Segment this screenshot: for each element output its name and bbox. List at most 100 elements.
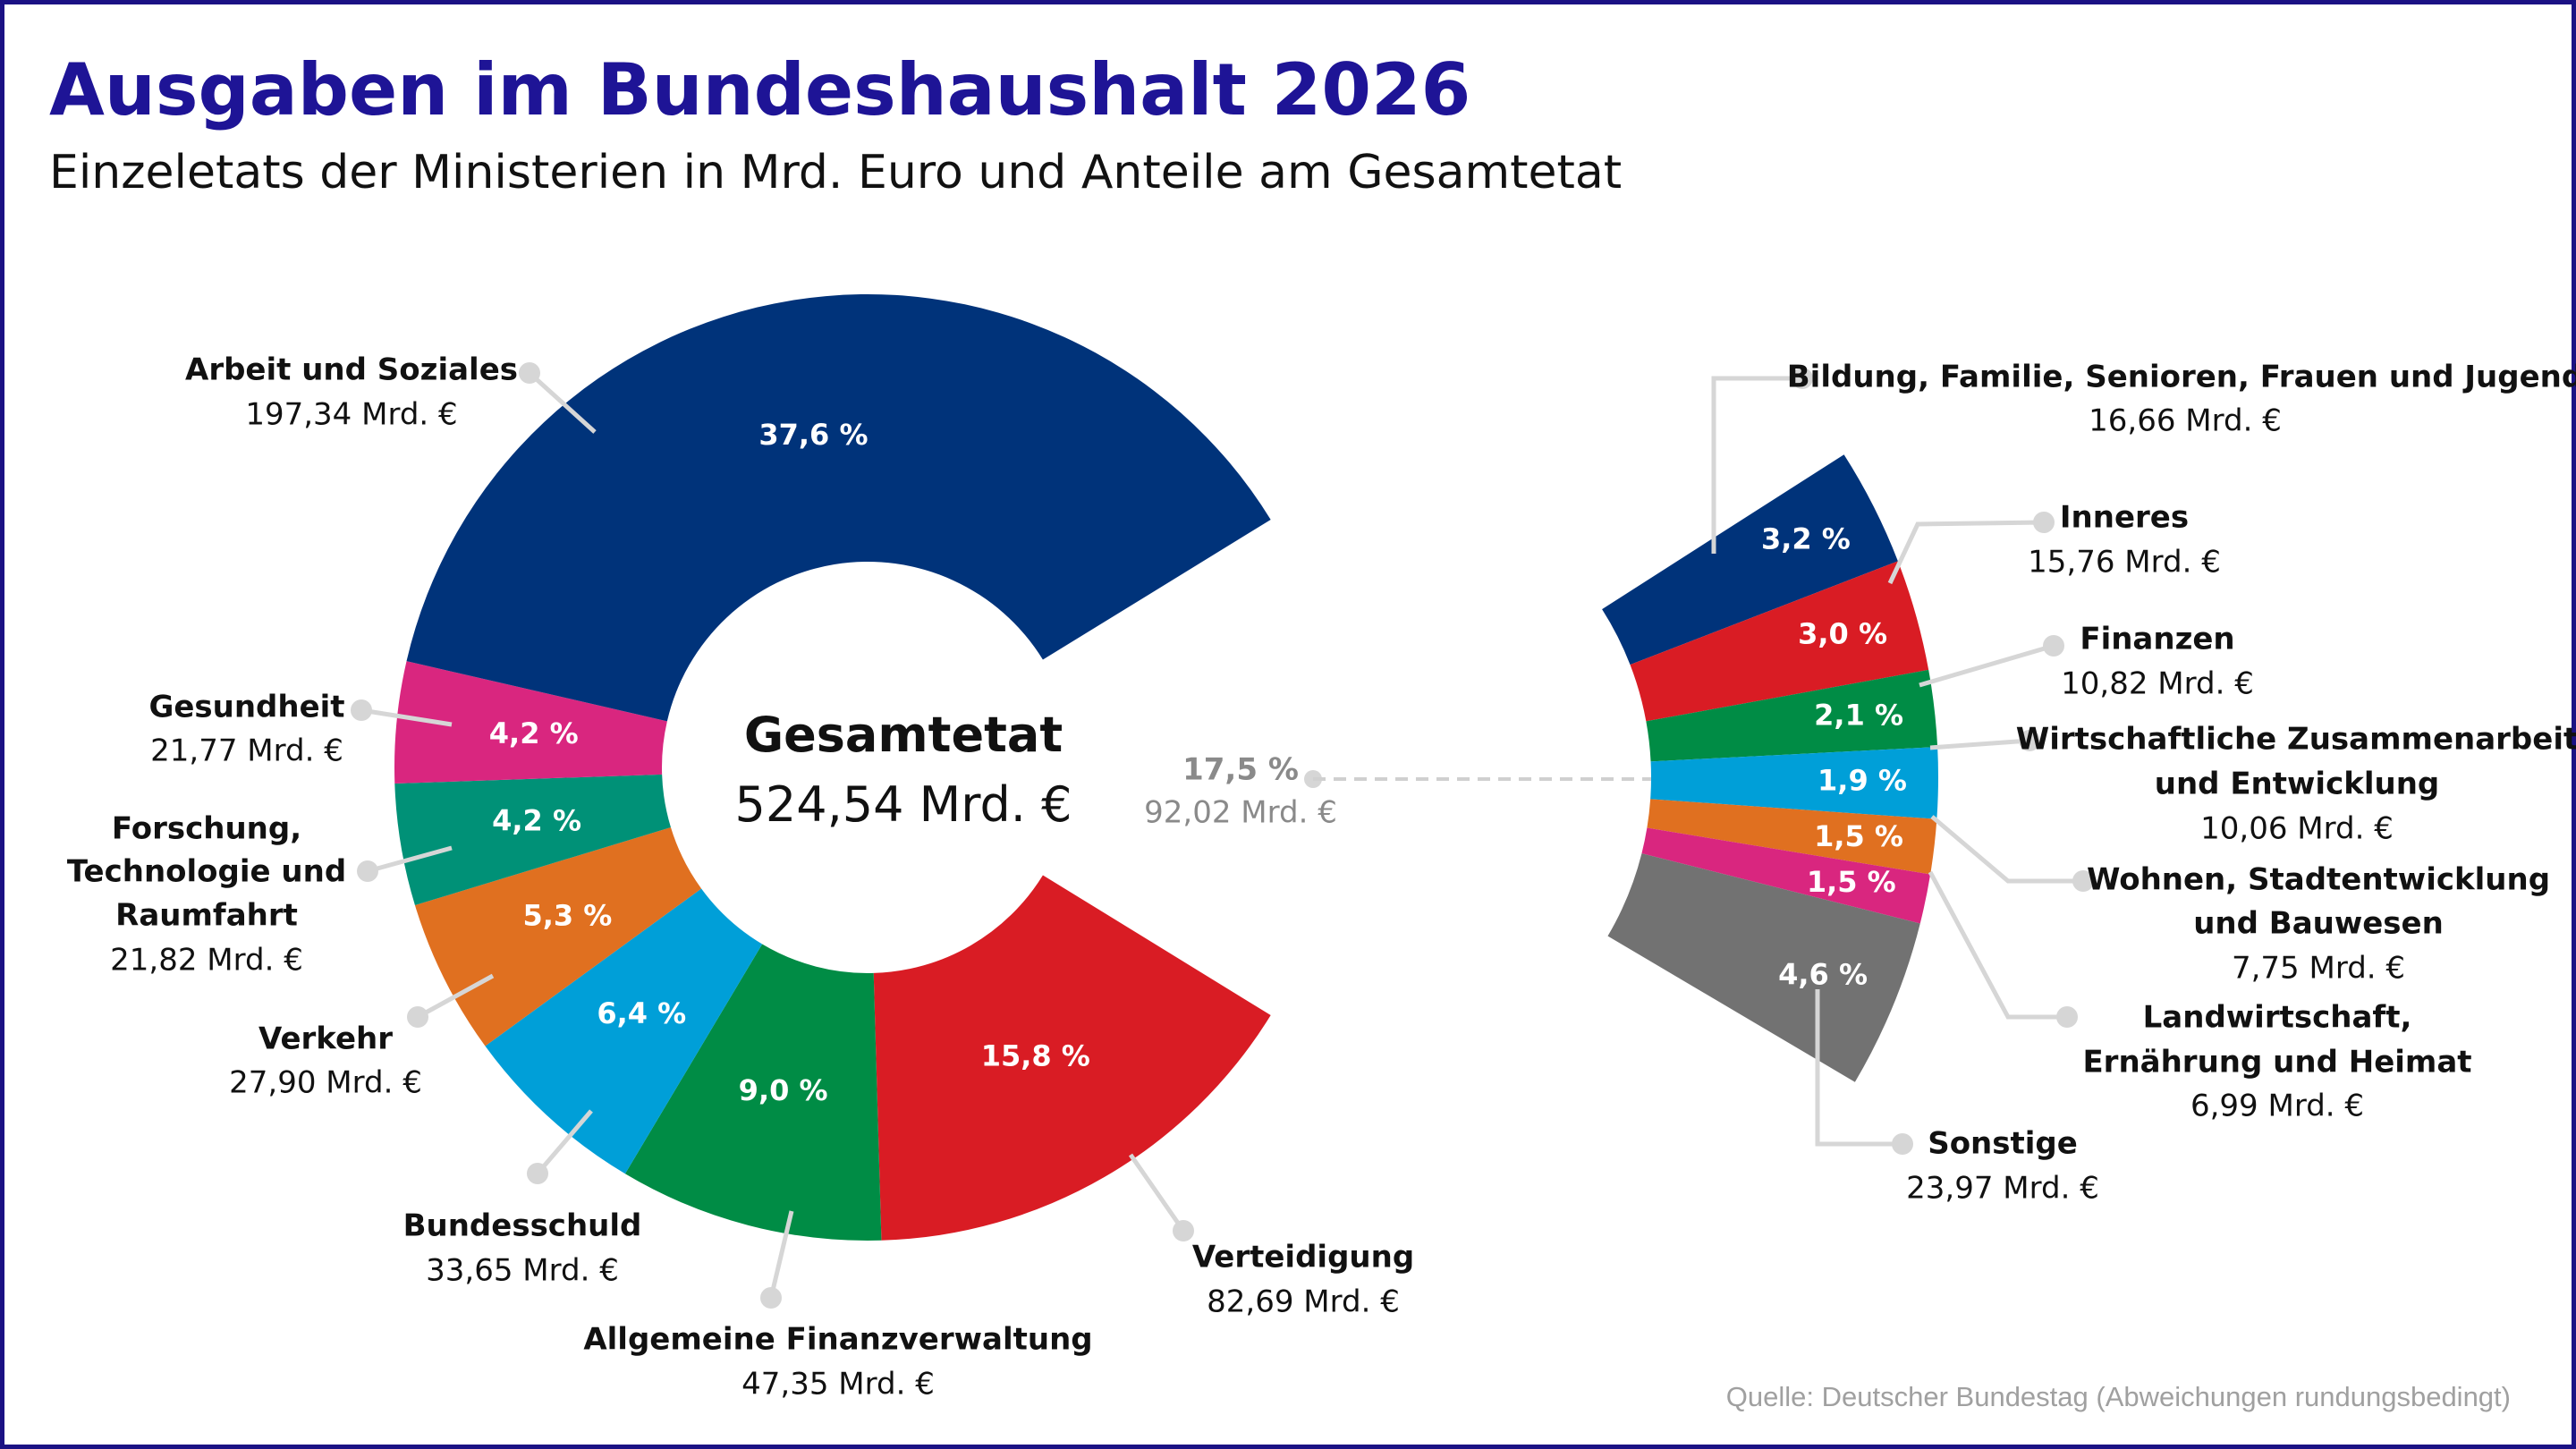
slice-percent-label: 1,5 % [1814,819,1903,853]
slice-0-3 [414,826,702,1046]
center-total: 524,54 Mrd. € [735,776,1072,833]
leader-line [768,1210,794,1299]
slice-percent-label: 2,1 % [1814,699,1903,733]
slice-value: 21,82 Mrd. € [110,943,303,979]
slice-1-4 [1647,799,1937,875]
slice-percent-label: 4,2 % [489,716,579,750]
slice-value: 16,66 Mrd. € [2089,403,2282,439]
leader-dot [1892,1133,1913,1155]
slice-name: Allgemeine Finanzverwaltung [583,1322,1092,1358]
slice-name: Bundesschuld [403,1208,642,1244]
leader-dot [2056,1006,2078,1028]
source-note: Quelle: Deutscher Bundestag (Abweichunge… [1726,1381,2511,1412]
leader-dot [407,1006,428,1028]
leader-dot [357,860,378,882]
leader-line [1929,738,2030,750]
center-title: Gesamtetat [744,707,1063,763]
label-landwirtschaft: Landwirtschaft, Ernährung und Heimat 6,9… [1928,870,2472,1124]
slice-value: 21,77 Mrd. € [150,733,343,769]
slice-1-1 [1630,561,1929,722]
chart-title: Ausgaben im Bundeshaushalt 2026 [49,48,1470,131]
label-wirtschaftliche-zusammenarbeit: Wirtschaftliche Zusammenarbeit und Entwi… [1929,722,2576,847]
slice-name: Wirtschaftliche Zusammenarbeit [2016,722,2576,758]
leader-dot [2072,870,2094,892]
slice-name: Wohnen, Stadtentwicklung [2087,862,2550,898]
chart-subtitle: Einzeletats der Ministerien in Mrd. Euro… [49,146,1622,199]
slice-name: Bildung, Familie, Senioren, Frauen und J… [1787,360,2576,395]
detail-fan [1602,454,1938,1082]
slice-0-1 [624,944,882,1241]
slice-percent-label: 1,5 % [1807,865,1896,899]
label-sonstige: Sonstige 23,97 Mrd. € [1815,989,2099,1207]
slice-percent-label: 5,3 % [522,898,612,932]
leader-dot [351,699,372,721]
slice-0-4 [394,774,671,906]
label-arbeit-und-soziales: Arbeit und Soziales 197,34 Mrd. € [185,352,597,434]
slice-percent-label: 37,6 % [758,418,868,452]
slice-name: Forschung, [112,811,301,847]
slice-value: 10,06 Mrd. € [2200,811,2394,847]
slice-percent-label: 3,2 % [1761,522,1851,556]
slice-percent-label: 9,0 % [739,1073,828,1107]
slice-value: 7,75 Mrd. € [2232,951,2405,987]
leader-line [367,845,453,874]
slice-name: Finanzen [2080,622,2234,657]
slice-1-6 [1607,853,1920,1082]
leader-line [1128,1153,1186,1233]
leader-dot [1173,1220,1194,1241]
percent-labels: 15,8 % 9,0 % 6,4 % 5,3 % 4,2 % 4,2 % 37,6 % 3,2… [489,418,1907,1107]
slice-1-5 [1641,827,1931,924]
slice-value: 10,82 Mrd. € [2061,666,2254,702]
label-bundesschuld: Bundesschuld 33,65 Mrd. € [403,1109,642,1289]
main-donut [394,293,1271,1241]
leader-line [1887,520,2045,585]
slice-0-6 [406,293,1271,722]
leader-dot [2033,512,2055,533]
label-verteidigung: Verteidigung 82,69 Mrd. € [1128,1153,1414,1320]
slice-value: 82,69 Mrd. € [1207,1284,1400,1320]
leader-line [1919,643,2055,688]
leader-line [360,708,453,727]
slice-1-0 [1602,454,1898,665]
slice-1-2 [1646,669,1938,762]
slice-name: Arbeit und Soziales [185,352,518,388]
slice-name: Raumfahrt [115,898,298,934]
slice-name: und Bauwesen [2193,906,2444,942]
slice-0-0 [873,875,1271,1241]
slice-value: 6,99 Mrd. € [2190,1089,2364,1124]
leader-dot [760,1287,782,1309]
slice-percent-label: 4,6 % [1778,957,1868,991]
slice-percent-label: 6,4 % [597,996,686,1030]
slice-percent-label: 3,0 % [1798,616,1887,650]
label-gesundheit: Gesundheit 21,77 Mrd. € [148,690,453,769]
leader-line [1928,870,2067,1020]
leader-line [416,973,495,1020]
slice-value: 15,76 Mrd. € [2028,545,2221,580]
leader-dot [527,1163,548,1184]
label-verkehr: Verkehr 27,90 Mrd. € [229,973,495,1101]
leader-line [1815,989,1902,1147]
leader-line [1711,376,1802,554]
label-finanzen: Finanzen 10,82 Mrd. € [1919,622,2254,702]
other-share-percent: 17,5 % [1182,752,1299,788]
slice-value: 197,34 Mrd. € [245,397,457,433]
slice-name: Verkehr [258,1021,393,1057]
slice-name: Sonstige [1928,1126,2078,1162]
slice-value: 47,35 Mrd. € [741,1367,935,1402]
slice-name: und Entwicklung [2155,767,2440,802]
other-share-value: 92,02 Mrd. € [1144,795,1337,831]
slice-value: 33,65 Mrd. € [426,1253,619,1289]
slice-percent-label: 15,8 % [981,1039,1090,1073]
slice-percent-label: 4,2 % [492,804,581,838]
slice-value: 27,90 Mrd. € [229,1065,422,1101]
slice-name: Technologie und [67,854,346,890]
slice-value: 23,97 Mrd. € [1906,1171,2099,1207]
leader-dot [2019,730,2040,751]
label-inneres: Inneres 15,76 Mrd. € [1887,500,2221,585]
leader-line [536,1109,593,1175]
label-forschung: Forschung, Technologie und Raumfahrt 21,… [67,811,453,979]
label-allgemeine-finanzverwaltung: Allgemeine Finanzverwaltung 47,35 Mrd. € [583,1210,1093,1402]
slice-percent-label: 1,9 % [1818,764,1907,798]
